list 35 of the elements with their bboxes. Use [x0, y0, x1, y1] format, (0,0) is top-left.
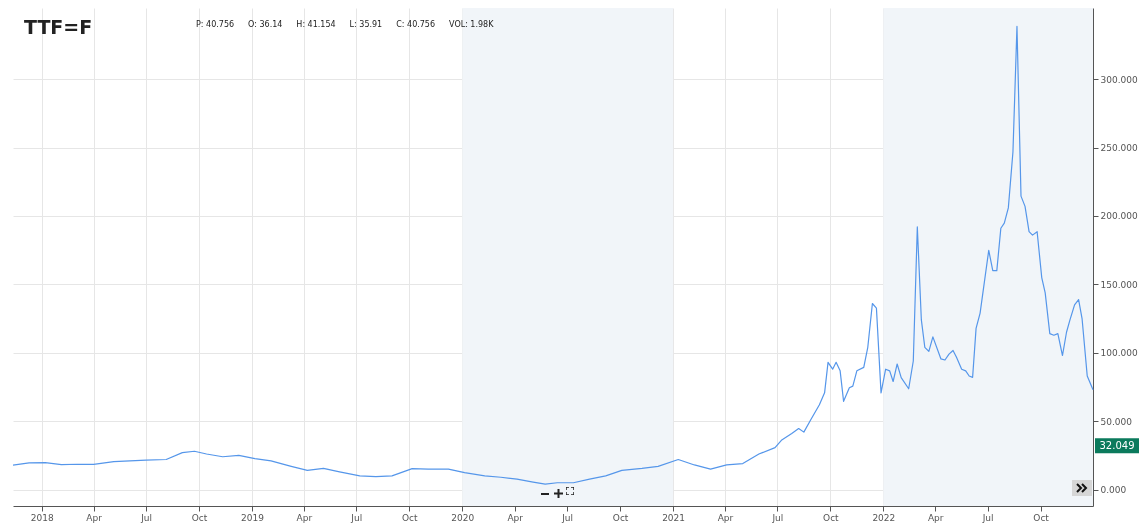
- annotation: L: 35.91: [349, 20, 383, 29]
- x-tick-label: Oct: [823, 512, 840, 523]
- x-tick-label: Jul: [981, 512, 994, 523]
- y-tick-label: 0.000: [1100, 485, 1127, 496]
- y-tick-label: 200.000: [1100, 211, 1138, 222]
- y-tick-label: 50.000: [1100, 416, 1133, 427]
- x-tick-label: Apr: [507, 512, 524, 523]
- x-tick-label: Apr: [86, 512, 103, 523]
- x-tick-label: Apr: [717, 512, 734, 523]
- annotation: C: 40.756: [396, 20, 436, 29]
- annotation: 32.049: [1099, 439, 1135, 451]
- x-tick-label: Oct: [402, 512, 419, 523]
- x-tick-label: Jul: [771, 512, 784, 523]
- x-tick-label: Jul: [140, 512, 152, 523]
- x-tick-label: 2022: [872, 512, 896, 523]
- x-tick-label: Jul: [350, 512, 363, 523]
- y-tick-label: 250.000: [1100, 143, 1138, 154]
- x-tick-label: Oct: [191, 512, 208, 523]
- x-tick-label: Jul: [561, 512, 574, 523]
- x-tick-label: Apr: [296, 512, 313, 523]
- x-tick-label: 2020: [451, 512, 475, 523]
- y-tick-label: 300.000: [1100, 74, 1138, 85]
- x-tick-label: Oct: [1033, 512, 1050, 523]
- x-tick-label: 2019: [241, 512, 265, 523]
- annotation: H: 41.154: [296, 20, 336, 29]
- y-tick-label: 100.000: [1100, 348, 1138, 359]
- chart-title: TTF=F: [24, 16, 93, 38]
- y-tick-label: 150.000: [1100, 279, 1138, 290]
- annotation: O: 36.14: [248, 20, 283, 29]
- annotation: P: 40.756: [196, 20, 235, 29]
- x-tick-label: Oct: [612, 512, 629, 523]
- x-tick-label: 2021: [662, 512, 686, 523]
- x-tick-label: 2018: [30, 512, 55, 523]
- x-tick-label: Apr: [927, 512, 944, 523]
- annotation: VOL: 1.98K: [449, 20, 494, 29]
